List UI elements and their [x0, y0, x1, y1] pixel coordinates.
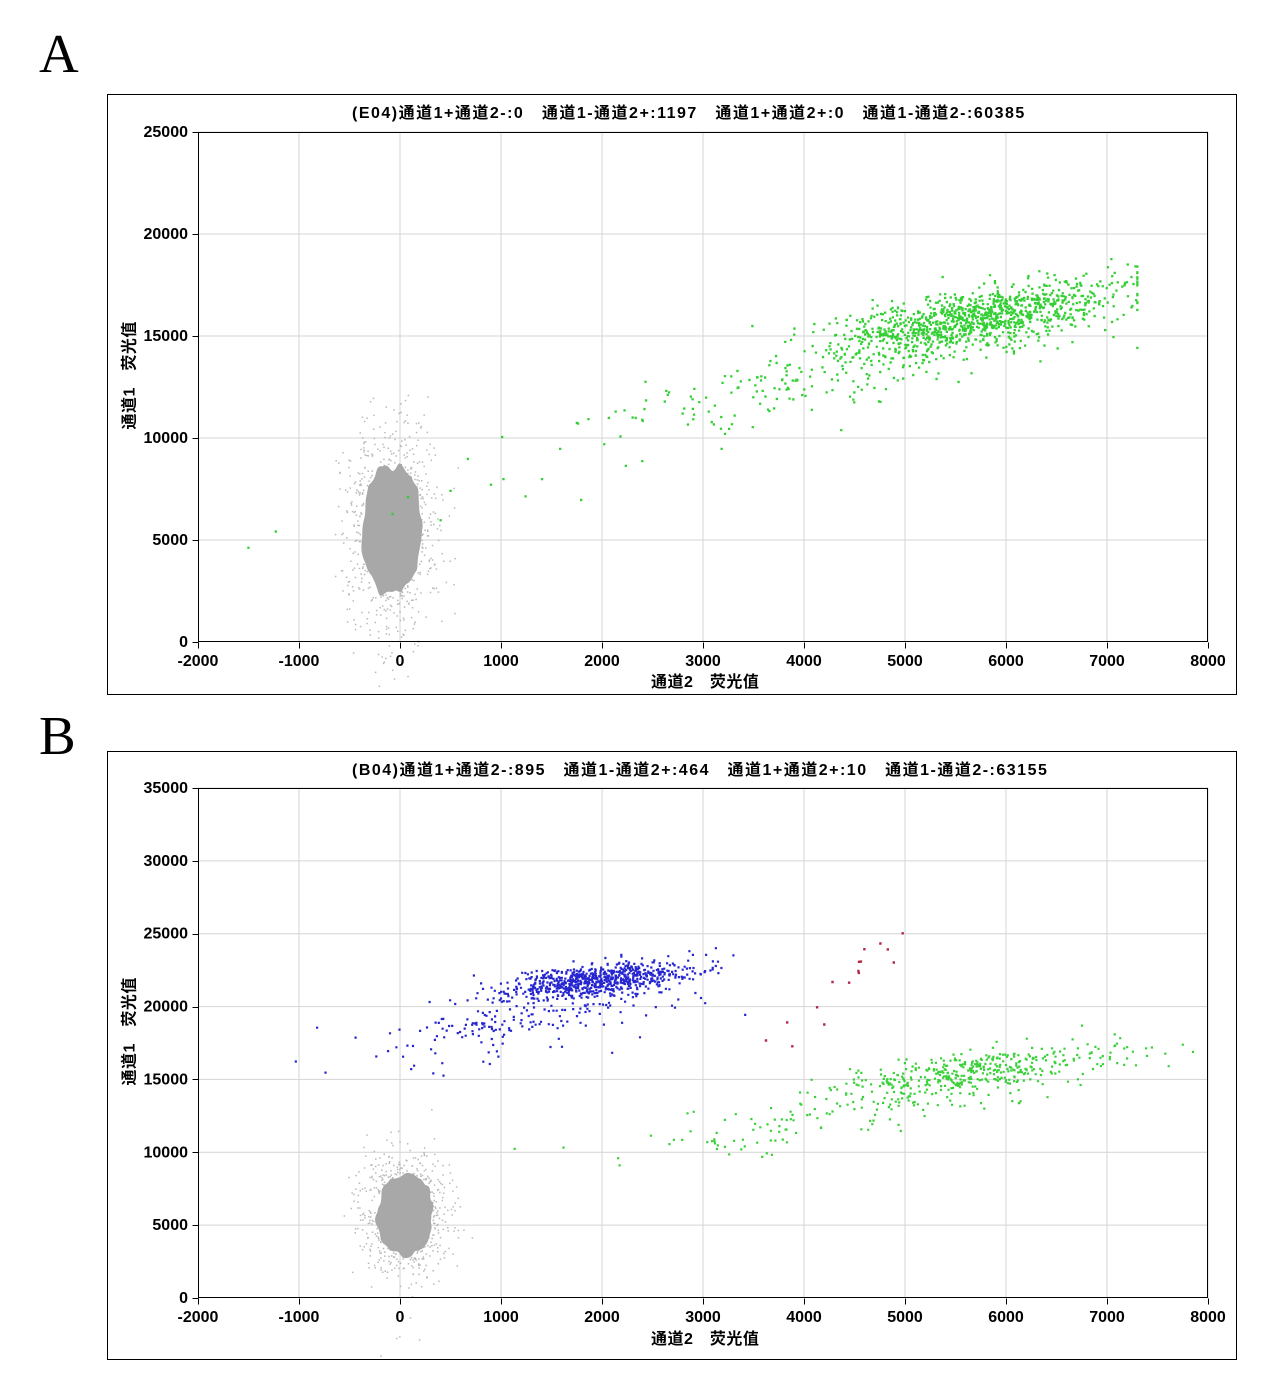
svg-text:2000: 2000: [584, 1309, 620, 1326]
svg-text:10000: 10000: [144, 1144, 189, 1161]
svg-text:0: 0: [179, 634, 188, 651]
svg-text:8000: 8000: [1190, 1309, 1226, 1326]
svg-text:2000: 2000: [584, 653, 620, 670]
svg-text:10000: 10000: [144, 430, 189, 447]
svg-text:4000: 4000: [786, 1309, 822, 1326]
svg-text:0: 0: [396, 1309, 405, 1326]
svg-text:5000: 5000: [152, 1217, 188, 1234]
svg-text:0: 0: [179, 1290, 188, 1307]
svg-text:30000: 30000: [144, 853, 189, 870]
svg-text:-2000: -2000: [178, 1309, 219, 1326]
svg-text:-2000: -2000: [178, 653, 219, 670]
svg-text:15000: 15000: [144, 1071, 189, 1088]
svg-text:-1000: -1000: [279, 1309, 320, 1326]
svg-text:6000: 6000: [988, 1309, 1024, 1326]
svg-text:1000: 1000: [483, 1309, 519, 1326]
svg-text:5000: 5000: [887, 653, 923, 670]
svg-text:7000: 7000: [1089, 653, 1125, 670]
svg-text:8000: 8000: [1190, 653, 1226, 670]
svg-text:20000: 20000: [144, 999, 189, 1016]
svg-text:0: 0: [396, 653, 405, 670]
svg-text:3000: 3000: [685, 1309, 721, 1326]
svg-text:7000: 7000: [1089, 1309, 1125, 1326]
svg-text:6000: 6000: [988, 653, 1024, 670]
svg-text:4000: 4000: [786, 653, 822, 670]
svg-text:35000: 35000: [144, 780, 189, 797]
svg-text:25000: 25000: [144, 926, 189, 943]
svg-text:20000: 20000: [144, 226, 189, 243]
svg-text:5000: 5000: [887, 1309, 923, 1326]
svg-text:5000: 5000: [152, 532, 188, 549]
svg-text:15000: 15000: [144, 328, 189, 345]
svg-text:25000: 25000: [144, 124, 189, 141]
svg-text:1000: 1000: [483, 653, 519, 670]
svg-text:-1000: -1000: [279, 653, 320, 670]
